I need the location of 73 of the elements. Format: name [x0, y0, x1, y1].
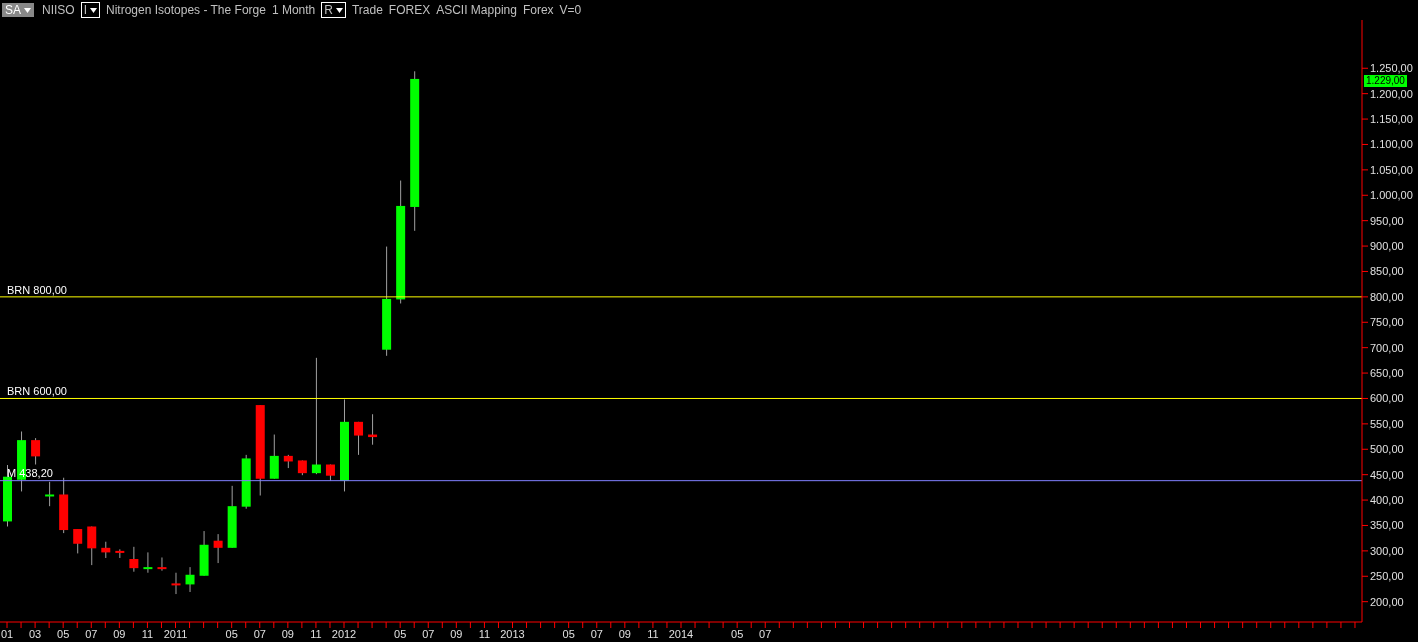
- text: I: [80, 2, 101, 18]
- x-tick-label: 05: [562, 627, 575, 640]
- y-tick-label: 200,00: [1370, 595, 1404, 608]
- text: Forex: [522, 3, 554, 17]
- y-tick-label: 900,00: [1370, 239, 1404, 252]
- candlestick: [171, 572, 181, 595]
- x-tick-label: 11: [310, 627, 322, 640]
- x-tick-label: 09: [618, 627, 631, 640]
- candlestick: [354, 421, 364, 456]
- y-tick-label: 700,00: [1370, 341, 1404, 354]
- text: 1.229,00: [1364, 74, 1407, 87]
- chart-title: Nitrogen Isotopes - The Forge: [106, 3, 266, 17]
- x-tick-label: 11: [141, 627, 154, 640]
- candlestick: [73, 528, 83, 554]
- x-tick-label: 05: [394, 627, 407, 640]
- x-tick-label: 2011: [163, 627, 188, 640]
- y-tick-label: 550,00: [1370, 417, 1404, 430]
- text: NIISO: [42, 3, 75, 17]
- candlestick: [31, 437, 41, 466]
- x-tick-label: 07: [85, 627, 98, 640]
- x-tick-label: 11: [647, 627, 659, 640]
- x-tick-label: 01: [0, 627, 14, 640]
- x-tick-label: 03: [28, 627, 42, 640]
- x-tick-label: 2013: [500, 627, 525, 640]
- x-tick-label: 2014: [668, 627, 694, 640]
- text: SA: [2, 3, 35, 17]
- candlestick: [269, 434, 279, 480]
- y-tick-label: 500,00: [1370, 443, 1404, 456]
- candlestick: [45, 481, 55, 507]
- x-tick-label: 07: [422, 627, 435, 640]
- y-tick-label: 1.150,00: [1370, 112, 1413, 125]
- text: V=0: [559, 3, 582, 17]
- x-tick-label: 09: [450, 627, 463, 640]
- y-tick-label: 250,00: [1370, 570, 1404, 583]
- y-tick-label: 600,00: [1370, 392, 1404, 405]
- text: FOREX: [388, 3, 431, 17]
- candlestick: [143, 551, 153, 574]
- y-tick-label: 950,00: [1370, 214, 1404, 227]
- y-tick-label: 1.000,00: [1370, 189, 1413, 202]
- x-tick-label: 05: [57, 627, 70, 640]
- x-tick-label: 09: [113, 627, 126, 640]
- y-tick-label: 650,00: [1370, 366, 1404, 379]
- y-tick-label: 1.250,00: [1370, 62, 1413, 75]
- chart-subtitle: 1 Month: [271, 3, 316, 17]
- text: R: [321, 2, 346, 18]
- x-tick-label: 07: [590, 627, 603, 640]
- y-tick-label: 1.050,00: [1370, 163, 1413, 176]
- x-tick-label: 05: [731, 627, 744, 640]
- candlestick: [213, 533, 223, 564]
- y-tick-label: 850,00: [1370, 265, 1404, 278]
- ref-line-label: BRN 600,00: [7, 385, 67, 398]
- y-tick-label: 350,00: [1370, 519, 1404, 532]
- text: Trade: [351, 3, 383, 17]
- x-tick-label: 07: [253, 627, 266, 640]
- y-tick-label: 450,00: [1370, 468, 1404, 481]
- candlestick: [129, 546, 139, 573]
- x-tick-label: 11: [478, 627, 491, 640]
- y-tick-label: 300,00: [1370, 544, 1404, 557]
- candlestick: [185, 566, 195, 593]
- y-tick-label: 1.100,00: [1370, 138, 1413, 151]
- text: ASCII Mapping: [436, 3, 517, 17]
- candlestick: [311, 357, 321, 475]
- ref-line-label: BRN 800,00: [7, 283, 67, 296]
- candlestick: [157, 556, 167, 572]
- y-tick-label: 750,00: [1370, 316, 1404, 329]
- y-tick-label: 800,00: [1370, 290, 1404, 303]
- x-tick-label: 07: [759, 627, 772, 640]
- y-tick-label: 1.200,00: [1370, 87, 1413, 100]
- x-tick-label: 05: [225, 627, 238, 640]
- y-tick-label: 400,00: [1370, 493, 1404, 506]
- candlestick: [87, 525, 97, 566]
- x-tick-label: 09: [281, 627, 294, 640]
- x-tick-label: 2012: [331, 627, 357, 640]
